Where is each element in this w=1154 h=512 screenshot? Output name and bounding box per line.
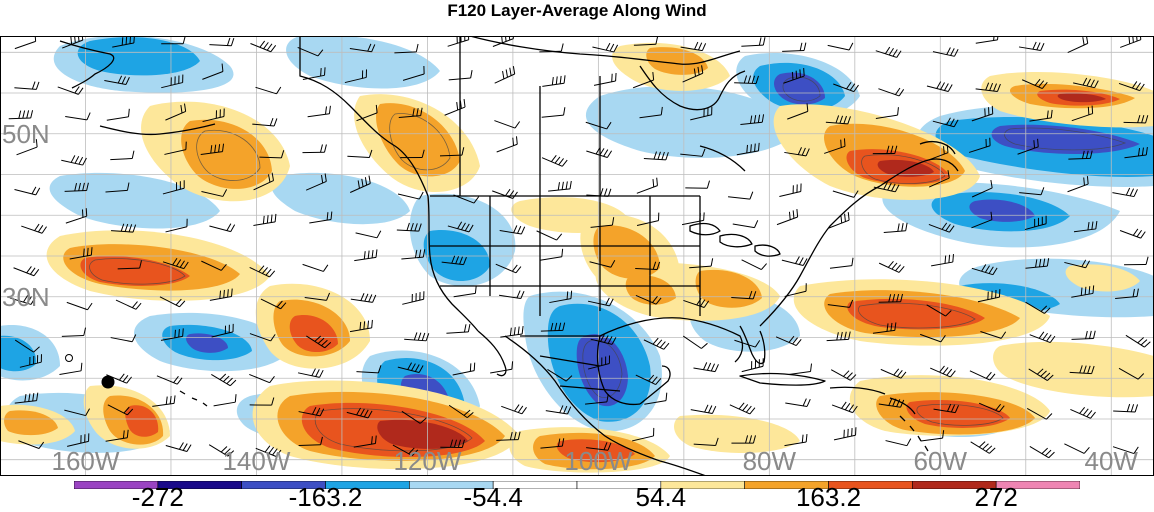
colorbar-tick-label: 54.4 — [636, 484, 687, 510]
weather-map — [0, 36, 1154, 476]
longitude-label: 140W — [222, 448, 290, 474]
longitude-label: 160W — [52, 448, 120, 474]
colorbar — [74, 481, 1080, 489]
latitude-label: 30N — [2, 284, 50, 310]
colorbar-tick-label: -272 — [132, 484, 184, 510]
map-title: F120 Layer-Average Along Wind — [0, 0, 1154, 22]
longitude-label: 120W — [393, 448, 461, 474]
colorbar-tick-label: -54.4 — [464, 484, 523, 510]
longitude-label: 100W — [564, 448, 632, 474]
colorbar-tick-label: 272 — [974, 484, 1017, 510]
station-marker-filled — [102, 376, 115, 389]
longitude-label: 60W — [914, 448, 967, 474]
longitude-label: 40W — [1085, 448, 1138, 474]
latitude-label: 50N — [2, 121, 50, 147]
longitude-label: 80W — [743, 448, 796, 474]
colorbar-tick-label: 163.2 — [796, 484, 861, 510]
colorbar-tick-label: -163.2 — [289, 484, 363, 510]
station-marker-open — [66, 355, 73, 362]
